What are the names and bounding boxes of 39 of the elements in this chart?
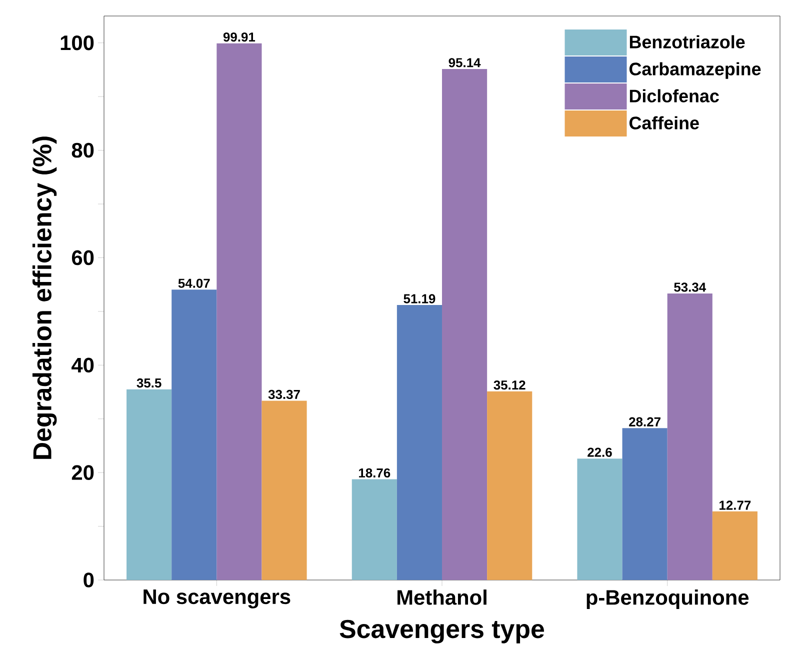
bar	[712, 511, 758, 580]
bar	[667, 293, 712, 580]
bar	[352, 479, 397, 580]
data-label: 22.6	[588, 448, 612, 457]
bar	[172, 290, 217, 580]
bar	[442, 68, 488, 580]
bar	[216, 43, 262, 580]
data-label: 35.5	[136, 378, 162, 388]
data-label: 12.77	[720, 500, 751, 510]
data-label: 18.76	[359, 468, 390, 478]
data-label: 33.37	[268, 390, 300, 400]
bar	[262, 400, 307, 580]
x-tick-label: Methanol	[398, 590, 486, 605]
y-tick-label: 60	[72, 250, 94, 266]
data-label: 95.14	[448, 58, 481, 68]
legend-label: Benzotriazole	[630, 35, 745, 48]
x-tick-label: No scavengers	[144, 590, 290, 608]
y-tick-label: 20	[72, 465, 94, 480]
data-label: 99.91	[223, 32, 256, 42]
data-label: 54.07	[178, 278, 210, 288]
legend-label: Caffeine	[629, 116, 699, 130]
data-label: 28.27	[629, 417, 660, 426]
bar	[396, 305, 442, 580]
bar	[487, 391, 532, 580]
y-tick-label: 40	[72, 358, 94, 373]
bar	[126, 389, 172, 580]
data-label: 35.12	[494, 380, 526, 390]
y-tick-label: 0	[84, 572, 94, 588]
x-axis-title: Scavengers type	[340, 620, 544, 644]
y-tick-label: 80	[72, 142, 94, 158]
bar	[577, 458, 622, 580]
y-tick-label: 100	[60, 35, 94, 50]
y-axis-title: Degradation efficiency (%)	[32, 136, 57, 459]
bar	[622, 428, 668, 580]
data-label: 51.19	[404, 294, 436, 304]
x-tick-label: p-Benzoquinone	[586, 590, 749, 610]
legend-label: Carbamazepine	[629, 62, 761, 79]
data-label: 53.34	[674, 282, 706, 292]
legend-label: Diclofenac	[630, 89, 719, 102]
